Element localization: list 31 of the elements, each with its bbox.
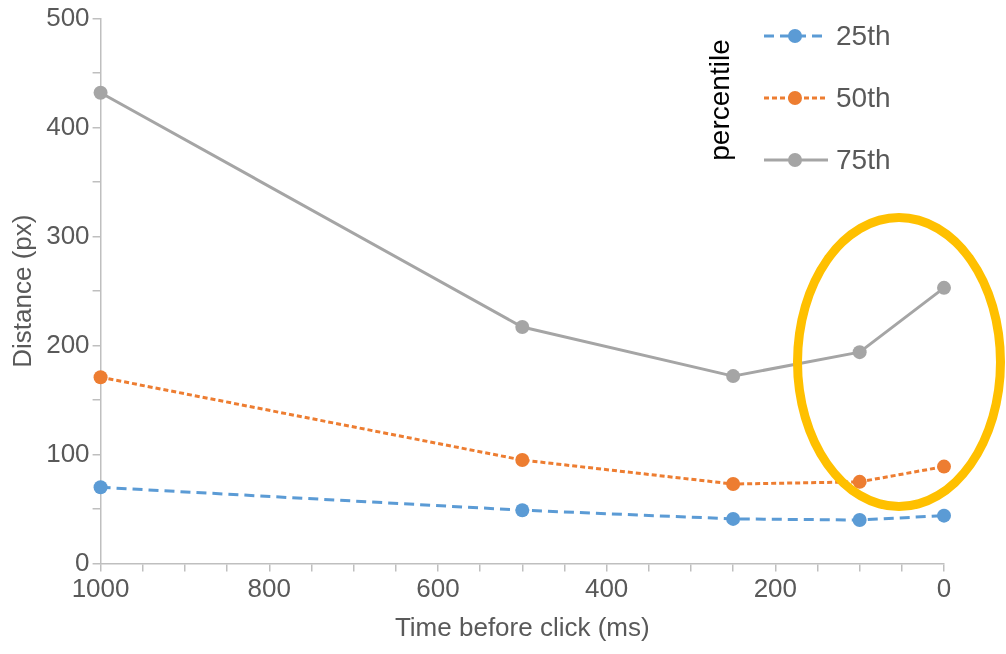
point: [726, 511, 741, 526]
point: [515, 503, 530, 518]
legend-label: 75th: [836, 144, 891, 176]
x-tick-label: 0: [936, 573, 952, 604]
point: [937, 508, 951, 523]
point: [852, 513, 867, 527]
point: [852, 474, 867, 489]
y-tick-label: 400: [46, 110, 90, 141]
y-axis-title: Distance (px): [6, 214, 37, 368]
point: [93, 480, 108, 495]
point: [93, 85, 108, 100]
x-axis-title: Time before click (ms): [394, 611, 650, 642]
y-tick-label: 100: [46, 437, 90, 468]
x-tick-label: 600: [416, 573, 460, 604]
x-tick-label: 200: [753, 573, 798, 604]
point: [93, 370, 108, 385]
legend-label: 50th: [836, 82, 891, 114]
y-tick-label: 200: [46, 328, 90, 359]
legend-title: percentile: [704, 39, 736, 161]
point: [515, 320, 530, 335]
point: [852, 345, 867, 360]
point: [726, 477, 741, 492]
x-tick-label: 400: [584, 573, 629, 604]
point: [726, 369, 741, 384]
x-tick-label: 800: [247, 573, 291, 604]
point: [515, 453, 530, 468]
y-tick-label: 500: [46, 1, 90, 32]
legend-label: 25th: [836, 20, 891, 52]
point: [937, 280, 951, 295]
point: [937, 459, 951, 474]
y-tick-label: 300: [46, 219, 90, 250]
